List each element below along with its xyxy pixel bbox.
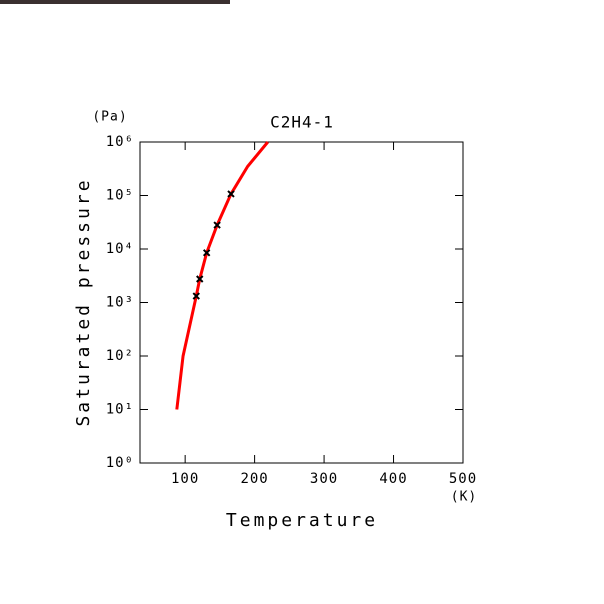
x-tick-label: 400 (379, 471, 407, 487)
x-tick-label: 200 (240, 471, 268, 487)
curve (175, 141, 269, 410)
marker (202, 249, 211, 257)
marker (192, 292, 200, 300)
y-tick-label: 10³ (106, 295, 134, 311)
x-tick-label: 500 (449, 471, 477, 487)
y-unit: (Pa) (92, 110, 127, 125)
y-tick-label: 10⁶ (106, 134, 134, 150)
plot-frame (139, 141, 464, 464)
x-tick-label: 100 (171, 471, 199, 487)
y-tick-label: 10² (106, 348, 134, 364)
y-tick-label: 10¹ (106, 402, 134, 418)
chart-title: C2H4-1 (270, 113, 334, 132)
marker (227, 190, 235, 198)
marker (213, 221, 221, 229)
y-axis-label: Saturated pressure (73, 177, 94, 426)
y-tick-label: 10⁴ (106, 241, 134, 257)
y-tick-label: 10⁰ (106, 455, 134, 471)
x-tick-label: 300 (310, 471, 338, 487)
x-unit: (K) (451, 490, 477, 505)
marker (196, 275, 204, 283)
window-bar (0, 0, 230, 4)
x-axis-label: Temperature (226, 510, 378, 531)
y-tick-label: 10⁵ (106, 188, 134, 204)
